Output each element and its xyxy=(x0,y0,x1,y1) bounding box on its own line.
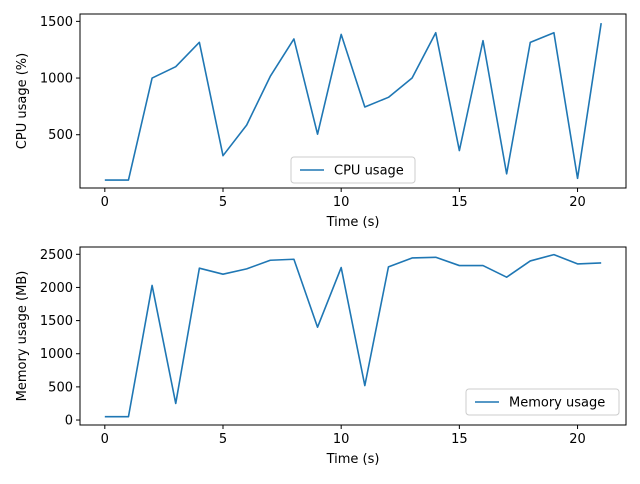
cpu-axes-frame xyxy=(79,13,627,189)
legend-label: Memory usage xyxy=(509,396,605,411)
x-tick-label: 20 xyxy=(569,195,586,210)
x-tick-label: 0 xyxy=(101,432,109,447)
y-tick-label: 1000 xyxy=(40,72,73,87)
x-axis-label: Time (s) xyxy=(326,215,380,230)
legend-box xyxy=(290,156,416,184)
cpu-usage-panel: 0 5 10 15 20 500 1000 1500 Time (s) CPU usage (%)… xyxy=(15,13,627,230)
memory-series-line xyxy=(104,253,602,418)
y-tick-label: 1500 xyxy=(40,314,73,329)
legend-box xyxy=(465,388,620,416)
memory-usage-panel: 0 5 10 15 20 0 500 1000 1500 2000 2500 Time (s) Memo… xyxy=(15,246,627,467)
y-tick-label: 500 xyxy=(48,380,73,395)
y-tick-label: 2000 xyxy=(40,281,73,296)
x-tick-label: 15 xyxy=(451,432,468,447)
memory-axes-frame xyxy=(79,246,627,426)
y-tick-label: 0 xyxy=(65,414,73,429)
memory-legend: Memory usage xyxy=(465,388,620,416)
x-tick-label: 10 xyxy=(333,432,350,447)
x-tick-label: 15 xyxy=(451,195,468,210)
y-tick-label: 1000 xyxy=(40,347,73,362)
cpu-series-line xyxy=(104,22,602,181)
y-axis-label: Memory usage (MB) xyxy=(15,271,30,402)
y-axis-label: CPU usage (%) xyxy=(15,53,30,149)
legend-label: CPU usage xyxy=(334,164,404,179)
x-tick-label: 20 xyxy=(569,432,586,447)
y-tick-label: 2500 xyxy=(40,248,73,263)
y-tick-label: 1500 xyxy=(40,15,73,30)
x-tick-label: 10 xyxy=(333,195,350,210)
x-axis-label: Time (s) xyxy=(326,452,380,467)
x-tick-label: 0 xyxy=(101,195,109,210)
cpu-legend: CPU usage xyxy=(290,156,416,184)
x-tick-label: 5 xyxy=(219,195,227,210)
y-tick-label: 500 xyxy=(48,128,73,143)
x-tick-label: 5 xyxy=(219,432,227,447)
